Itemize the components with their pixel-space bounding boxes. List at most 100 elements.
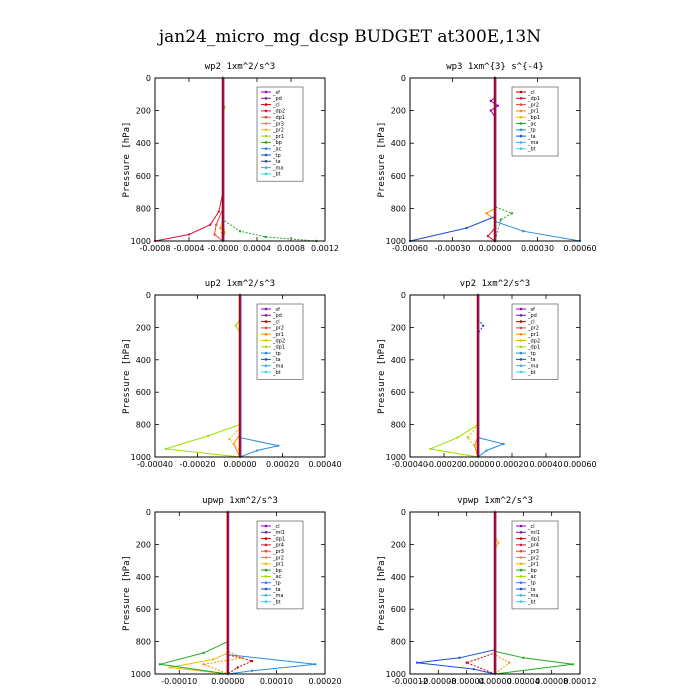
legend-label: _bt [272,370,281,376]
y-tick-label: 800 [391,421,406,430]
y-axis-label: Pressure [hPa] [377,338,387,414]
legend-marker [264,556,268,559]
x-tick-label: -0.00008 [420,677,456,686]
plot-frame [409,294,581,458]
legend-label: _ta [527,357,536,363]
y-tick-label: 0 [401,508,406,517]
legend-label: _ac [272,147,282,153]
data-point [238,230,242,233]
legend-marker [264,122,268,125]
legend-label: _ta [527,134,536,140]
legend-marker [519,562,523,566]
legend-marker [519,351,523,355]
legend-marker [264,128,268,132]
legend-marker [264,568,268,572]
series-line-ta [409,78,496,242]
data-point [206,434,210,438]
x-tick-label: 0.00020 [308,677,341,686]
legend-marker [264,307,268,311]
legend-marker [519,524,523,528]
legend-box [511,520,559,610]
legend-marker [264,600,268,603]
x-tick-label: -0.00020 [426,460,462,469]
x-tick-label: 0.00020 [266,460,299,469]
data-point [485,212,488,215]
legend-marker [519,134,523,138]
legend-marker [519,128,523,132]
y-tick-label: 800 [391,638,406,647]
legend-marker [264,587,268,591]
data-point [415,661,419,664]
legend-marker [264,90,268,94]
legend-label: _pr3 [272,121,284,127]
data-point [250,669,254,672]
legend-label: _pr3 [527,549,539,555]
x-tick-label: 0.00060 [563,460,596,469]
data-point [250,659,254,663]
y-tick-label: 200 [391,323,406,332]
x-tick-label: -0.0000 [208,244,239,253]
y-tick-label: 200 [136,107,151,116]
y-tick-label: 200 [136,540,151,549]
legend-label: _pr1 [527,562,539,568]
legend-marker [264,345,268,349]
legend-marker [519,122,523,125]
x-tick-label: 0.00000 [211,677,244,686]
legend-label: _tp [527,581,536,587]
x-tick-label: 0.00004 [507,677,540,686]
series-line-dp1 [465,512,496,675]
y-tick-label: 600 [391,172,406,181]
legend-label: _cl [527,319,535,325]
x-tick-label: 0.00060 [563,244,596,253]
legend-marker [264,115,268,119]
page-title: jan24_micro_mg_dcsp BUDGET at300E,13N [157,27,541,47]
legend-label: _ac [272,574,282,580]
x-tick-label: -0.00030 [435,244,471,253]
plot-frame [154,511,326,675]
data-point [489,109,492,112]
legend-marker [264,575,268,578]
data-point [213,233,216,236]
x-tick-label: 0.00000 [223,460,256,469]
series-line-dp2 [154,78,224,242]
legend-label: _ta [272,357,281,363]
data-point [456,436,459,439]
legend-marker [264,531,268,534]
legend-label: _bt [527,370,536,376]
legend-marker [264,581,268,584]
y-axis-label: Pressure [hPa] [377,122,387,198]
data-point [481,324,485,327]
legend-label: _dp1 [527,345,540,351]
legend-label: _ac [527,574,537,580]
series-line-bp [159,512,229,675]
chart-title: wp2 1xm^2/s^3 [205,62,275,72]
legend-label: _pr2 [272,555,284,561]
data-point [522,656,525,659]
data-point [507,661,511,664]
legend-marker [519,587,523,591]
y-tick-label: 400 [391,356,406,365]
y-tick-label: 600 [391,388,406,397]
legend-label: _tp [527,351,536,357]
legend-marker [519,575,523,578]
y-axis-label: Pressure [hPa] [377,555,387,631]
legend-label: _dp2 [272,338,285,344]
series-line-dp2 [228,295,241,457]
y-tick-label: 1000 [131,670,151,679]
data-point [164,447,167,451]
legend-marker [264,332,268,336]
x-tick-label: 0.00000 [461,460,494,469]
legend-box [256,520,304,610]
legend-marker [519,320,523,323]
legend-marker [519,326,523,330]
x-tick-label: 0.00000 [478,677,511,686]
data-point [510,212,514,215]
legend-label: _sf [272,90,280,96]
legend-label: _ac [527,121,537,127]
legend-marker [264,370,268,374]
legend-label: _cl [527,524,535,530]
x-tick-label: -0.0008 [140,244,171,253]
legend-label: _pr2 [527,102,539,108]
data-point [466,436,469,439]
legend-marker [519,531,523,534]
